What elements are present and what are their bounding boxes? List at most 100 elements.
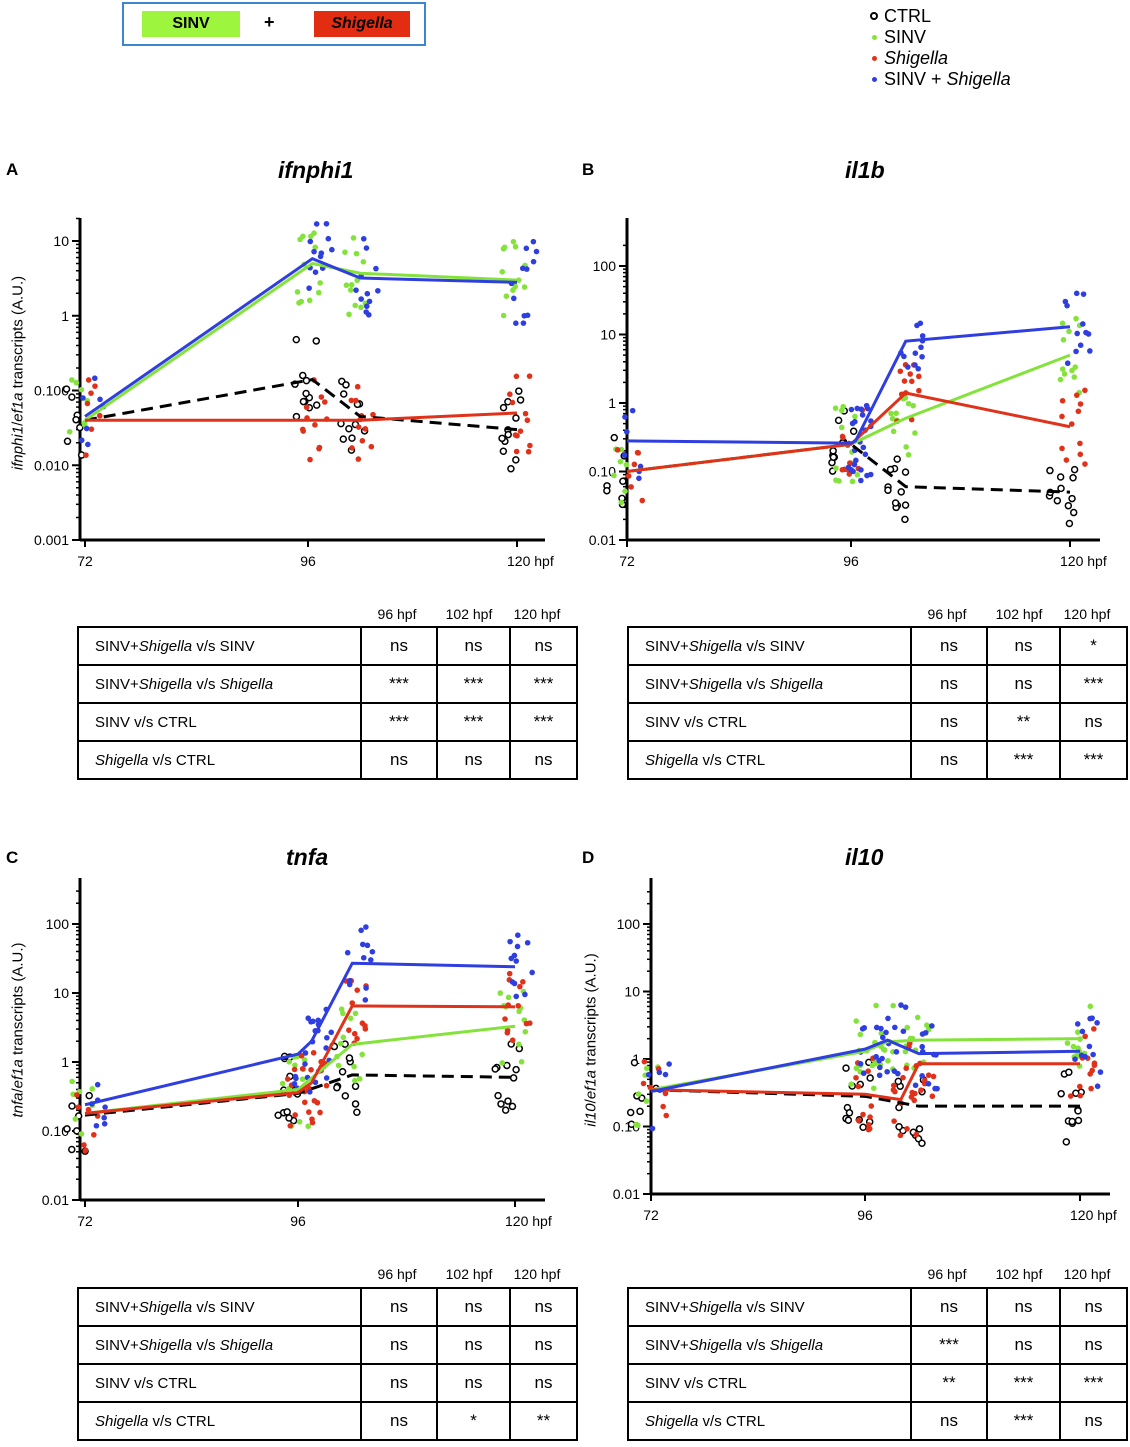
shigella-data-point <box>506 970 513 977</box>
combo-data-point <box>629 407 636 414</box>
shigella-data-point <box>317 1109 323 1116</box>
combo-data-point <box>324 1034 330 1041</box>
shigella-data-point <box>639 497 646 504</box>
sinv-data-point <box>902 1048 909 1055</box>
combo-data-point <box>919 1073 925 1079</box>
combo-data-point <box>305 1015 312 1022</box>
sinv-data-point <box>347 1015 354 1022</box>
combo-data-point <box>893 1049 900 1055</box>
sinv-data-point <box>69 377 75 383</box>
comparison-label: SINV+Shigella v/s SINV <box>627 626 912 666</box>
ctrl-data-point <box>63 1125 71 1133</box>
ctrl-data-point <box>884 486 892 494</box>
combo-data-point <box>83 425 90 432</box>
combo-data-point <box>329 246 335 253</box>
ctrl-data-point <box>1053 496 1062 505</box>
combo-data-point <box>864 405 871 412</box>
ctrl-data-point <box>1065 1068 1073 1076</box>
combo-data-point <box>513 320 519 326</box>
ctrl-data-point <box>512 456 520 464</box>
shigella-data-point <box>310 1049 317 1056</box>
combo-data-point <box>323 1075 330 1081</box>
significance-cell: ns <box>436 1363 511 1403</box>
combo-data-point <box>1074 1021 1081 1027</box>
combo-data-point <box>1097 1069 1104 1075</box>
ctrl-data-point <box>299 397 308 406</box>
combo-data-point <box>848 466 854 473</box>
sinv-data-point <box>501 244 508 251</box>
panel-c-title: tnfa <box>286 844 329 870</box>
shigella-data-point <box>308 1066 314 1073</box>
table-row: SINV+Shigella v/s SINV ns ns * <box>627 626 1128 666</box>
table-row: SINV+Shigella v/s SINV ns ns ns <box>77 626 578 666</box>
shigella-data-point <box>1077 1092 1084 1099</box>
shigella-data-point <box>355 424 362 430</box>
combo-data-point <box>363 245 370 251</box>
sinv-data-point <box>912 430 918 436</box>
sinv-data-point <box>299 1076 306 1082</box>
shigella-data-point <box>96 412 103 419</box>
significance-cell: ns <box>360 1401 438 1441</box>
table-row: SINV v/s CTRL *** *** *** <box>77 702 578 742</box>
significance-cell: ns <box>910 1401 988 1441</box>
ctrl-data-point <box>859 1123 867 1132</box>
shigella-data-point <box>81 1142 87 1148</box>
significance-cell: ns <box>1059 702 1128 742</box>
significance-cell: * <box>1059 626 1128 666</box>
x-tick-label: 96 <box>843 553 859 569</box>
y-tick-label: 0.10 <box>589 464 616 480</box>
ctrl-data-point <box>1064 501 1073 510</box>
sinv-data-point <box>838 424 845 431</box>
shigella-data-point <box>839 433 846 440</box>
ctrl-data-point <box>338 1067 347 1076</box>
table-col-header: 96 hpf <box>927 606 967 622</box>
significance-cell: ns <box>509 740 578 780</box>
shigella-data-point <box>513 448 520 455</box>
ctrl-data-point <box>351 1100 360 1108</box>
significance-cell: ns <box>436 1287 511 1327</box>
y-tick-label: 1 <box>61 308 69 324</box>
ctrl-data-point <box>1072 1089 1080 1097</box>
comparison-label: SINV+Shigella v/s SINV <box>627 1287 912 1327</box>
sinv-data-point <box>518 1059 525 1065</box>
sinv-data-point <box>635 1091 642 1097</box>
shigella-data-point <box>1059 413 1065 420</box>
sinv-data-point <box>499 1060 506 1066</box>
ctrl-data-point <box>1062 1138 1071 1146</box>
ctrl-data-point <box>1074 1107 1082 1115</box>
shigella-data-point <box>75 1104 82 1111</box>
y-tick-label: 100 <box>46 916 70 932</box>
sinv-data-point <box>359 1051 366 1058</box>
sinv-data-point <box>356 1075 363 1082</box>
shigella-data-point <box>1077 1083 1083 1090</box>
shigella-data-point <box>527 442 533 449</box>
legend-combo-label-b: Shigella <box>946 69 1011 89</box>
combo-data-point <box>1094 1083 1101 1090</box>
combo-data-point <box>510 295 517 302</box>
sinv-data-point <box>857 1031 864 1038</box>
combo-data-point <box>363 303 370 310</box>
x-tick-label: 72 <box>77 553 93 569</box>
sinv-mean-line <box>84 1024 516 1115</box>
combo-data-point <box>507 938 513 945</box>
ctrl-data-point <box>302 376 311 385</box>
ctrl-data-point <box>1074 1116 1083 1125</box>
combo-data-point <box>375 287 381 294</box>
comparison-label: SINV v/s CTRL <box>77 1363 362 1403</box>
shigella-data-point <box>312 422 318 428</box>
shigella-data-point <box>359 437 366 444</box>
shigella-data-point <box>631 461 638 468</box>
sinv-data-point <box>358 304 364 311</box>
significance-cell: * <box>436 1401 511 1441</box>
significance-cell: ** <box>986 702 1061 742</box>
shigella-data-point <box>509 1037 516 1044</box>
combo-data-point <box>85 441 91 448</box>
combo-data-point <box>91 375 98 382</box>
significance-cell: ns <box>360 1325 438 1365</box>
combo-data-point <box>1073 348 1079 355</box>
significance-cell: *** <box>986 1363 1061 1403</box>
combo-data-point <box>373 265 379 272</box>
x-tick-label: 96 <box>857 1207 873 1223</box>
combo-data-point <box>302 1061 308 1067</box>
